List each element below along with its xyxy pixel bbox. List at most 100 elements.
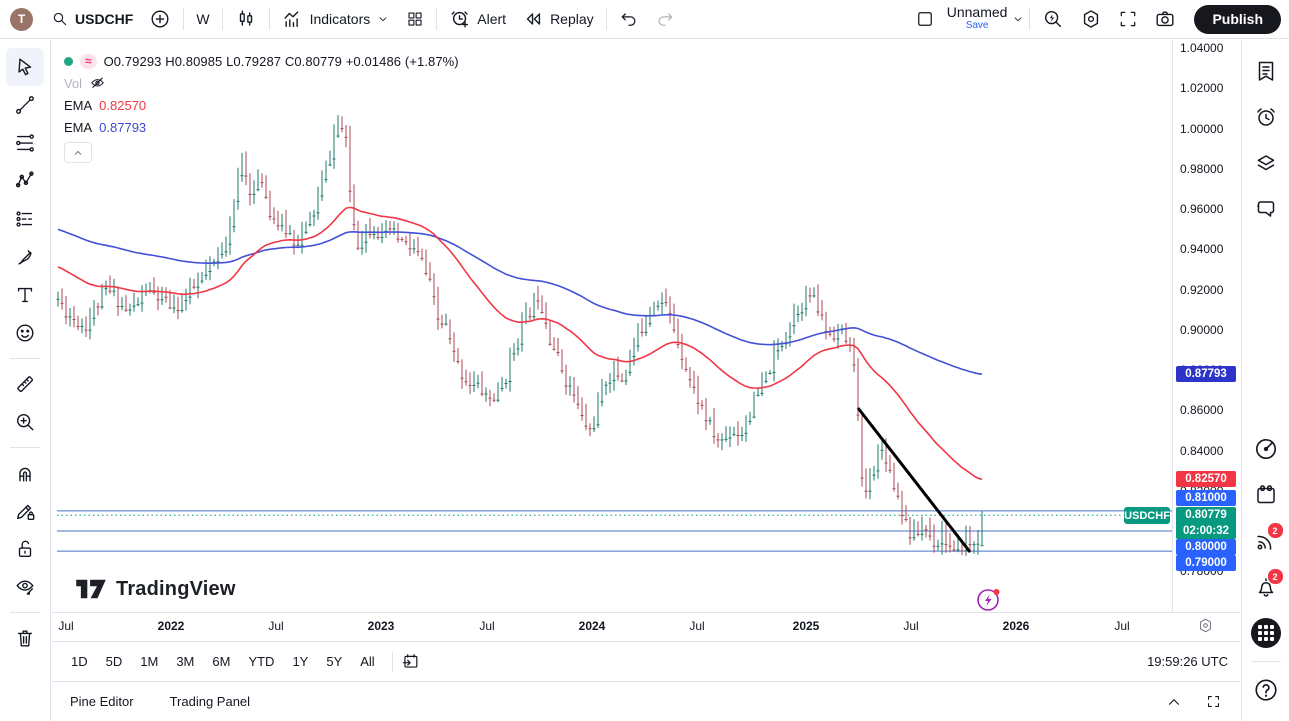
screener-button[interactable] [1246, 426, 1286, 472]
publish-button[interactable]: Publish [1194, 4, 1281, 34]
hide-drawings-icon[interactable] [6, 568, 44, 606]
search-icon [51, 10, 69, 28]
layout-name-button[interactable]: Unnamed Save [943, 5, 1012, 32]
chat-button[interactable] [1246, 186, 1286, 232]
apps-grid-button[interactable] [1246, 610, 1286, 656]
streams-button[interactable]: 2 [1246, 518, 1286, 564]
symbol-search-button[interactable]: USDCHF [43, 4, 141, 34]
tab-trading-panel[interactable]: Trading Panel [169, 694, 251, 709]
brush-tool-icon[interactable] [6, 238, 44, 276]
clock[interactable]: 19:59:26 UTC [1147, 654, 1228, 669]
legend-collapse-button[interactable] [64, 142, 92, 163]
object-tree-button[interactable] [1246, 140, 1286, 186]
range-1y-button[interactable]: 1Y [292, 654, 309, 669]
tab-pine-editor[interactable]: Pine Editor [70, 694, 134, 709]
text-tool-icon[interactable] [6, 276, 44, 314]
user-avatar[interactable]: T [10, 7, 33, 31]
range-6m-button[interactable]: 6M [212, 654, 231, 669]
range-ytd-button[interactable]: YTD [248, 654, 275, 669]
text-tool-icon [14, 284, 36, 306]
legend-ema-blue-row[interactable]: EMA 0.87793 [64, 116, 459, 138]
notifications-bell-button[interactable]: 2 [1246, 564, 1286, 610]
lock-drawings-icon[interactable] [6, 530, 44, 568]
price-tick: 0.98000 [1180, 161, 1224, 176]
time-axis[interactable]: Jul 2022 Jul 2023 Jul 2024 Jul 2025 Jul 2026 Jul [52, 612, 1240, 642]
range-3m-button[interactable]: 3M [176, 654, 195, 669]
price-label: 0.80000 [1176, 539, 1236, 555]
zoom-in-tool-icon[interactable] [6, 403, 44, 441]
go-to-date-icon[interactable] [401, 652, 420, 671]
layout-select-button[interactable] [907, 4, 943, 34]
notification-badge: 2 [1266, 522, 1284, 539]
drawing-toolbar [0, 40, 51, 721]
price-label: 0.87793 [1176, 366, 1236, 382]
remove-drawings-icon[interactable] [6, 619, 44, 657]
snapshot-button[interactable] [1146, 4, 1184, 34]
magnet-mode-icon[interactable] [6, 454, 44, 492]
trend-line-drawing[interactable] [856, 407, 972, 553]
indicators-button[interactable]: Indicators [274, 4, 399, 34]
price-axis[interactable]: 1.04000 1.02000 1.00000 0.98000 0.96000 0.940… [1172, 40, 1241, 612]
time-tick: Jul [268, 619, 284, 633]
alerts-button[interactable] [1246, 94, 1286, 140]
bar-replay-button[interactable]: Replay [514, 4, 602, 34]
fib-retracement-tool-icon[interactable] [6, 124, 44, 162]
interval-button[interactable]: W [188, 4, 217, 34]
cursor-tool-icon[interactable] [6, 48, 44, 86]
legend-volume-row[interactable]: Vol [64, 72, 459, 94]
calendar-button[interactable] [1246, 472, 1286, 518]
divider [1029, 8, 1031, 30]
create-alert-button[interactable]: Alert [441, 4, 514, 34]
chart-canvas[interactable] [52, 40, 1172, 612]
emoji-tool-icon[interactable] [6, 314, 44, 352]
divider [183, 8, 185, 30]
indicators-label: Indicators [309, 11, 371, 27]
save-link[interactable]: Save [965, 20, 989, 31]
single-layout-icon [915, 9, 935, 29]
time-tick: Jul [903, 619, 919, 633]
range-all-button[interactable]: All [360, 654, 375, 669]
alert-clock-icon [449, 8, 471, 30]
trend-line-tool-icon[interactable] [6, 86, 44, 124]
drawing-mode-lock-icon[interactable] [6, 492, 44, 530]
fib-retracement-tool-icon [14, 132, 36, 154]
layout-chevron-down-icon[interactable] [1011, 12, 1025, 26]
range-1m-button[interactable]: 1M [140, 654, 159, 669]
price-tick: 1.02000 [1180, 81, 1224, 96]
time-axis-settings-gear[interactable] [1197, 617, 1214, 637]
event-lightning-icon[interactable] [975, 585, 1003, 616]
forecast-tool-icon[interactable] [6, 200, 44, 238]
panel-expand-chevron-icon[interactable] [1165, 693, 1183, 711]
redo-button[interactable] [647, 4, 683, 34]
chart-style-button[interactable] [227, 4, 265, 34]
pattern-tool-icon[interactable] [6, 162, 44, 200]
range-1d-button[interactable]: 1D [71, 654, 88, 669]
undo-button[interactable] [611, 4, 647, 34]
quick-search-button[interactable] [1034, 4, 1072, 34]
eye-off-icon[interactable] [89, 75, 106, 92]
tradingview-logo-icon [76, 579, 106, 599]
legend-main-row[interactable]: ≈ O0.79293 H0.80985 L0.79287 C0.80779 +0… [64, 50, 459, 72]
top-toolbar: T USDCHF W Indicators Alert Rep [0, 0, 1289, 39]
watermark-text: TradingView [116, 577, 236, 600]
replay-icon [522, 8, 544, 30]
ema-red-line[interactable] [57, 206, 983, 481]
price-tick: 0.96000 [1180, 202, 1224, 216]
chart-settings-button[interactable] [1072, 4, 1110, 34]
range-5d-button[interactable]: 5D [105, 654, 123, 669]
range-5y-button[interactable]: 5Y [326, 654, 343, 669]
help-button[interactable] [1246, 667, 1286, 713]
chart-legend: ≈ O0.79293 H0.80985 L0.79287 C0.80779 +0… [64, 50, 459, 163]
legend-ema-red-row[interactable]: EMA 0.82570 [64, 94, 459, 116]
panel-maximize-icon[interactable] [1205, 693, 1222, 710]
delayed-data-icon: ≈ [80, 53, 97, 69]
layout-templates-button[interactable] [398, 4, 432, 34]
cursor-tool-icon [14, 56, 36, 78]
chat-icon [1254, 197, 1278, 221]
compare-add-icon[interactable] [149, 8, 171, 30]
ema-blue-line[interactable] [57, 228, 983, 375]
time-tick: Jul [479, 619, 495, 633]
ruler-tool-icon[interactable] [6, 365, 44, 403]
fullscreen-button[interactable] [1110, 4, 1146, 34]
watchlist-button[interactable] [1246, 48, 1286, 94]
